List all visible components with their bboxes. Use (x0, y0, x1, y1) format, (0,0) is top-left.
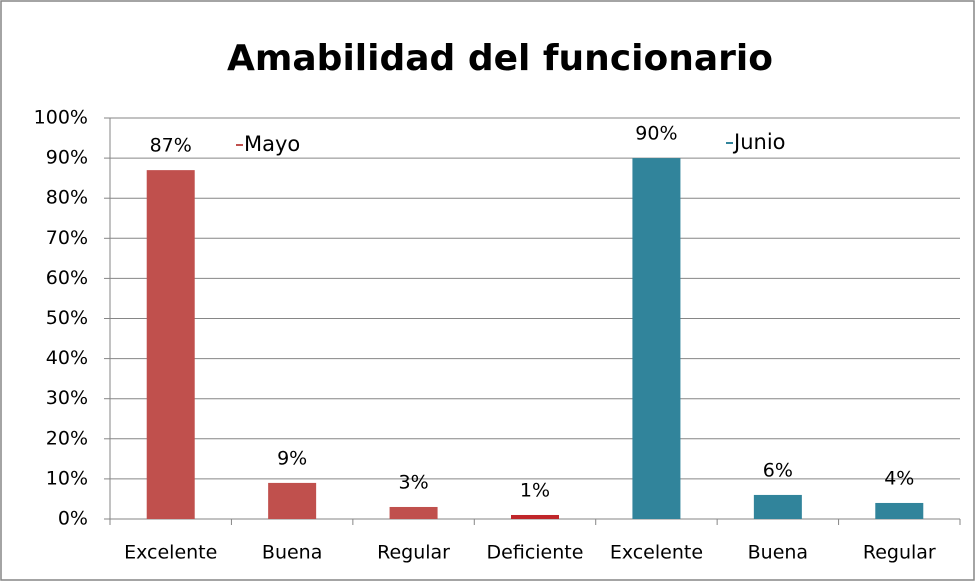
y-tick-label: 50% (46, 307, 88, 329)
bar (753, 494, 802, 519)
y-tick-label: 60% (46, 267, 88, 289)
data-label: 3% (398, 471, 428, 493)
y-tick-label: 40% (46, 347, 88, 369)
data-label: 9% (277, 447, 307, 469)
data-label: 6% (763, 459, 793, 481)
data-label: 4% (884, 467, 914, 489)
bar (632, 158, 681, 519)
y-tick-label: 100% (34, 107, 88, 129)
y-tick-label: 90% (46, 147, 88, 169)
annotation: Junio (732, 130, 786, 154)
x-tick-label: Deficiente (487, 542, 584, 564)
bar (511, 514, 559, 519)
x-tick-label: Buena (262, 542, 322, 564)
y-tick-label: 80% (46, 187, 88, 209)
y-tick-label: 70% (46, 227, 88, 249)
annotation: Mayo (244, 132, 300, 156)
bar (268, 482, 317, 519)
data-label: 1% (520, 479, 550, 501)
y-tick-label: 20% (46, 427, 88, 449)
x-tick-label: Excelente (610, 542, 703, 564)
bar (389, 506, 438, 519)
y-tick-label: 30% (46, 387, 88, 409)
data-label: 87% (150, 135, 192, 157)
x-tick-label: Regular (377, 542, 450, 564)
y-tick-label: 10% (46, 467, 88, 489)
data-label: 90% (635, 123, 677, 145)
y-tick-label: 0% (58, 508, 88, 530)
x-tick-label: Buena (748, 542, 808, 564)
x-tick-label: Excelente (124, 542, 217, 564)
x-tick-label: Regular (863, 542, 936, 564)
chart-title: Amabilidad del funcionario (227, 38, 773, 79)
bar (875, 502, 924, 519)
bar (146, 170, 195, 519)
